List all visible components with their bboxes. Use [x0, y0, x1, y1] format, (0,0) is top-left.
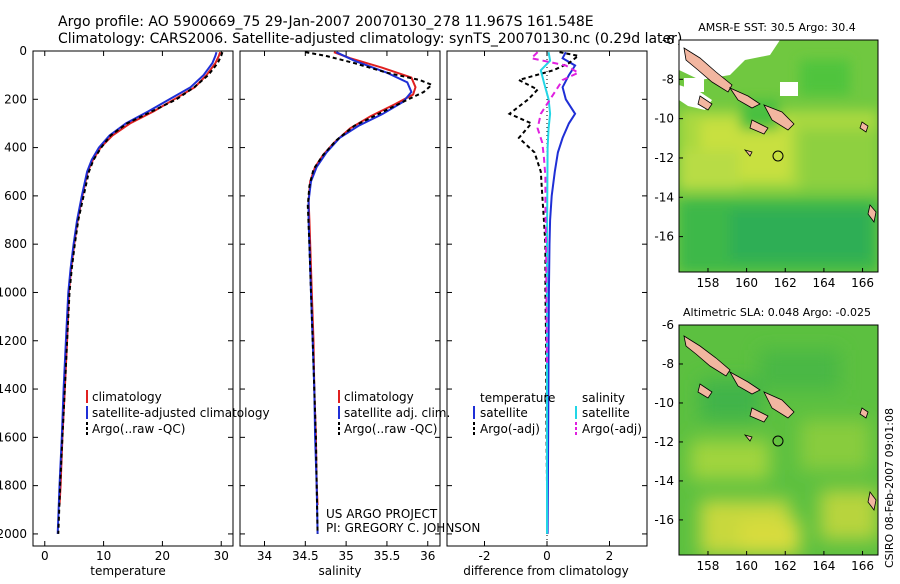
- legend-temp-argo: Argo(-adj): [480, 422, 540, 436]
- series-line-argo-raw-qc-: [57, 51, 224, 534]
- map-x-tick-label: 160: [735, 559, 758, 573]
- legend-climatology: climatology: [344, 390, 414, 404]
- y-tick-label: 1000: [0, 285, 27, 299]
- series-line-satellite-adj-clim-: [307, 51, 413, 534]
- map-y-tick-label: -8: [662, 72, 674, 86]
- x-tick-label: 36: [420, 549, 435, 563]
- x-tick-label: -2: [479, 549, 491, 563]
- pi-label: PI: GREGORY C. JOHNSON: [326, 521, 480, 535]
- x-tick-label: 0: [543, 549, 551, 563]
- temperature-legend: climatology satellite-adjusted climatolo…: [86, 390, 270, 436]
- series-line-argo-raw-qc-: [305, 51, 434, 534]
- x-tick-label: 30: [214, 549, 229, 563]
- temperature-series: [56, 51, 224, 534]
- legend-salinity-title: salinity: [582, 391, 625, 405]
- x-tick-label: 34.5: [292, 549, 319, 563]
- map-x-tick-label: 160: [735, 276, 758, 290]
- sst-map-image: [679, 40, 878, 272]
- salinity-plot-frame: [239, 50, 441, 547]
- map-y-tick-label: -12: [654, 151, 674, 165]
- y-tick-label: 1400: [0, 382, 27, 396]
- y-tick-label: 200: [4, 92, 27, 106]
- sst-map-axes: 158 160 162 164 166 -6 -8 -10 -12 -14 -16: [654, 33, 874, 290]
- legend-argo: Argo(..raw -QC): [344, 422, 437, 436]
- legend-argo: Argo(..raw -QC): [92, 422, 185, 436]
- map-y-tick-label: -6: [662, 318, 674, 332]
- series-line-climatology: [307, 51, 417, 506]
- x-tick-label: 20: [155, 549, 170, 563]
- map-x-tick-label: 158: [697, 276, 720, 290]
- series-line-temperature-satellite: [546, 51, 577, 534]
- legend-satellite-adjusted: satellite-adjusted climatology: [92, 406, 270, 420]
- map-x-tick-label: 162: [774, 559, 797, 573]
- y-tick-label: 0: [19, 44, 27, 58]
- map-y-tick-label: -16: [654, 230, 674, 244]
- map-x-tick-label: 164: [812, 559, 835, 573]
- map-x-tick-label: 164: [812, 276, 835, 290]
- x-tick-label: 0: [41, 549, 49, 563]
- map-x-tick-label: 166: [851, 559, 874, 573]
- sla-float-marker: [772, 435, 784, 447]
- series-line-satellite-adjusted-climatology: [56, 51, 218, 534]
- x-tick-label: 2: [606, 549, 614, 563]
- salinity-x-axis: 34 34.5 35 35.5 36: [257, 51, 435, 563]
- sla-map-frame: [678, 324, 879, 556]
- difference-xlabel: difference from climatology: [463, 564, 629, 578]
- legend-sal-argo: Argo(-adj): [582, 422, 642, 436]
- map-x-tick-label: 166: [851, 276, 874, 290]
- sla-map-image: [679, 325, 878, 555]
- depth-axis: 0 200 400 600 800 1000 1200 1400 1600 1800 2000: [0, 44, 647, 541]
- sst-float-marker: [772, 150, 784, 162]
- map-y-tick-label: -10: [654, 396, 674, 410]
- salinity-series: [305, 51, 434, 534]
- series-line-climatology: [58, 51, 222, 506]
- difference-legend: temperature satellite Argo(-adj) salinit…: [473, 391, 642, 436]
- temperature-xlabel: temperature: [90, 564, 165, 578]
- map-y-tick-label: -10: [654, 112, 674, 126]
- header-line1: Argo profile: AO 5900669_75 29-Jan-2007 …: [58, 14, 594, 30]
- y-tick-label: 1200: [0, 334, 27, 348]
- map-y-tick-label: -6: [662, 33, 674, 47]
- x-tick-label: 34: [257, 549, 272, 563]
- salinity-legend: climatology satellite adj. clim. Argo(..…: [338, 390, 450, 436]
- sla-map-title: Altimetric SLA: 0.048 Argo: -0.025: [683, 306, 871, 319]
- map-y-tick-label: -12: [654, 435, 674, 449]
- difference-x-axis: -2 0 2: [479, 51, 614, 563]
- salinity-xlabel: salinity: [318, 564, 361, 578]
- map-x-tick-label: 158: [697, 559, 720, 573]
- y-tick-label: 1600: [0, 430, 27, 444]
- map-y-tick-label: -14: [654, 190, 674, 204]
- series-line-salinity-argo-adj-: [529, 51, 581, 365]
- map-y-tick-label: -14: [654, 474, 674, 488]
- temperature-x-axis: 0 10 20 30: [41, 51, 229, 563]
- map-x-tick-label: 162: [774, 276, 797, 290]
- sst-map-frame: [678, 39, 879, 273]
- map-y-tick-label: -8: [662, 357, 674, 371]
- x-tick-label: 35.5: [374, 549, 401, 563]
- x-tick-label: 35: [338, 549, 353, 563]
- difference-series: [507, 51, 581, 534]
- sla-map-axes: 158 160 162 164 166 -6 -8 -10 -12 -14 -16: [654, 318, 874, 573]
- y-tick-label: 800: [4, 237, 27, 251]
- y-tick-label: 600: [4, 189, 27, 203]
- y-tick-label: 1800: [0, 479, 27, 493]
- legend-sal-satellite: satellite: [582, 406, 630, 420]
- sst-map-title: AMSR-E SST: 30.5 Argo: 30.4: [698, 21, 856, 34]
- y-tick-label: 400: [4, 141, 27, 155]
- legend-temp-satellite: satellite: [480, 406, 528, 420]
- y-tick-label: 2000: [0, 527, 27, 541]
- header-line2: Climatology: CARS2006. Satellite-adjuste…: [58, 31, 682, 47]
- map-y-tick-label: -16: [654, 513, 674, 527]
- project-label: US ARGO PROJECT: [326, 507, 438, 521]
- legend-satellite-adj: satellite adj. clim.: [344, 406, 450, 420]
- x-tick-label: 10: [96, 549, 111, 563]
- legend-temperature-title: temperature: [480, 391, 555, 405]
- timestamp: CSIRO 08-Feb-2007 09:01:08: [883, 408, 896, 568]
- legend-climatology: climatology: [92, 390, 162, 404]
- temperature-plot-frame: [32, 50, 234, 547]
